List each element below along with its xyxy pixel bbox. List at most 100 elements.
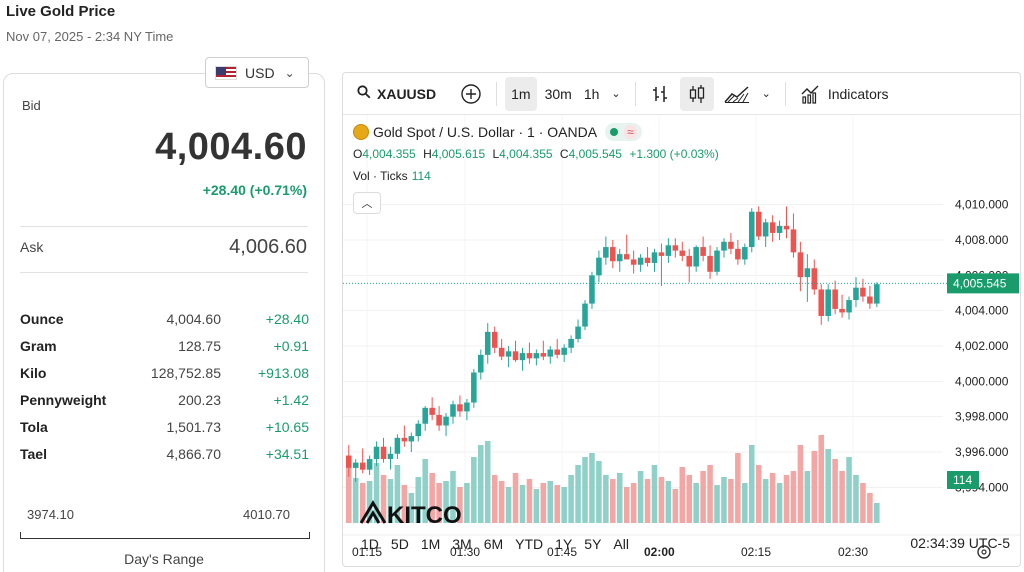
- range-1y[interactable]: 1Y: [555, 536, 573, 552]
- table-row: Ounce 4,004.60 +28.40: [20, 305, 310, 332]
- volume-bar: [526, 479, 533, 523]
- volume-bar: [623, 487, 630, 523]
- wave-icon: ≈: [624, 125, 637, 139]
- gear-icon: [977, 545, 991, 559]
- candle-chart-style-button[interactable]: [679, 76, 714, 111]
- high-label: H: [423, 147, 432, 161]
- candle-body: [484, 331, 491, 355]
- close-value: 4,005.545: [568, 147, 622, 161]
- unit-price: 128,752.85: [150, 364, 221, 381]
- chart-panel: XAUUSD 1m 30m 1h ⌄ ⌄ Indicators KITCO 4,: [342, 72, 1021, 567]
- market-status-badge[interactable]: ≈: [605, 123, 642, 141]
- candle-body: [443, 416, 449, 426]
- x-tick-label: 01:45: [547, 545, 577, 559]
- candle-body: [366, 459, 373, 470]
- candle-body: [498, 347, 505, 357]
- candle-body: [804, 268, 811, 278]
- candles-icon: [689, 84, 704, 103]
- candle-body: [352, 462, 359, 468]
- volume-bar: [762, 479, 769, 523]
- candle-body: [742, 247, 748, 260]
- unit-name: Tael: [20, 445, 47, 462]
- volume-value: 114: [411, 169, 431, 183]
- gear-icon-center: [981, 549, 987, 555]
- kitco-watermark-text: KITCO: [387, 502, 462, 529]
- candle-body: [721, 241, 727, 251]
- page-title: Live Gold Price: [6, 3, 116, 20]
- candle-body: [575, 326, 581, 339]
- candle-body: [478, 354, 484, 373]
- candle-body: [568, 338, 574, 348]
- candle-body: [797, 252, 804, 278]
- range-5d[interactable]: 5D: [390, 536, 409, 552]
- range-1d[interactable]: 1D: [361, 536, 379, 552]
- volume-bar: [387, 479, 394, 523]
- us-flag-icon: [215, 65, 237, 80]
- chart-clock[interactable]: 02:34:39 UTC-5: [910, 535, 1010, 551]
- currency-select[interactable]: USD ⌄: [205, 57, 309, 88]
- search-icon: [357, 85, 371, 102]
- interval-30m[interactable]: 30m: [544, 85, 572, 102]
- price-chart[interactable]: KITCO4,010.0004,008.0004,006.0004,004.00…: [343, 115, 1021, 566]
- volume-bar: [394, 465, 401, 523]
- unit-name: Ounce: [20, 310, 64, 327]
- table-row: Gram 128.75 +0.91: [20, 332, 310, 359]
- range-6m[interactable]: 6M: [483, 536, 504, 552]
- chart-style-dropdown[interactable]: ⌄: [756, 77, 777, 111]
- candle-body: [644, 257, 651, 263]
- volume-bar: [721, 477, 727, 523]
- area-chart-style-button[interactable]: [718, 77, 756, 111]
- bar-chart-style-button[interactable]: [644, 77, 676, 111]
- range-5y[interactable]: 5Y: [584, 536, 602, 552]
- range-all[interactable]: All: [613, 536, 629, 552]
- volume-bar: [853, 475, 859, 523]
- volume-bar: [359, 483, 366, 523]
- y-tick-label: 4,008.000: [955, 233, 1009, 247]
- volume-bar: [630, 483, 637, 523]
- x-tick-label: 02:15: [741, 545, 771, 559]
- candle-body: [359, 462, 366, 470]
- range-ytd[interactable]: YTD: [515, 536, 544, 552]
- candle-body: [582, 303, 588, 327]
- volume-bar: [540, 483, 547, 523]
- volume-bar: [637, 471, 644, 523]
- table-row: Pennyweight 200.23 +1.42: [20, 386, 310, 413]
- range-1m[interactable]: 1M: [420, 536, 441, 552]
- table-row: Tola 1,501.73 +10.65: [20, 413, 310, 440]
- candle-body: [790, 229, 797, 253]
- candle-body: [832, 289, 838, 309]
- bid-label: Bid: [22, 98, 41, 113]
- volume-bar: [491, 475, 498, 523]
- candle-body: [491, 331, 498, 348]
- area-chart-icon: [724, 85, 749, 103]
- indicators-button[interactable]: Indicators: [794, 77, 895, 111]
- candle-body: [346, 455, 352, 468]
- volume-readout: Vol · Ticks 114: [353, 169, 431, 183]
- interval-1m[interactable]: 1m: [505, 76, 537, 111]
- volume-bar: [429, 473, 435, 523]
- unit-change: +1.42: [273, 391, 309, 408]
- range-3m[interactable]: 3M: [452, 536, 472, 552]
- legend-title: Gold Spot / U.S. Dollar · 1 · OANDA: [373, 124, 598, 140]
- candle-body: [415, 423, 422, 437]
- divider: [20, 272, 308, 273]
- volume-bar: [651, 465, 658, 523]
- unit-change: +10.65: [265, 418, 309, 435]
- candle-body: [380, 446, 387, 460]
- candle-body: [818, 289, 825, 316]
- candle-body: [839, 308, 845, 313]
- candle-body: [436, 414, 442, 426]
- candle-body: [547, 349, 554, 357]
- interval-1h[interactable]: 1h: [583, 85, 600, 102]
- volume-bar: [769, 473, 776, 523]
- volume-bar: [658, 477, 665, 523]
- candle-body: [450, 404, 456, 417]
- compare-add-button[interactable]: [454, 77, 488, 111]
- volume-bar: [644, 479, 651, 523]
- symbol-search-button[interactable]: XAUUSD: [355, 77, 442, 111]
- volume-bar: [811, 451, 818, 523]
- collapse-legend-button[interactable]: ︿: [353, 192, 381, 214]
- interval-dropdown[interactable]: ⌄: [605, 77, 626, 111]
- candle-body: [825, 289, 831, 316]
- y-tick-label: 4,010.000: [955, 198, 1009, 212]
